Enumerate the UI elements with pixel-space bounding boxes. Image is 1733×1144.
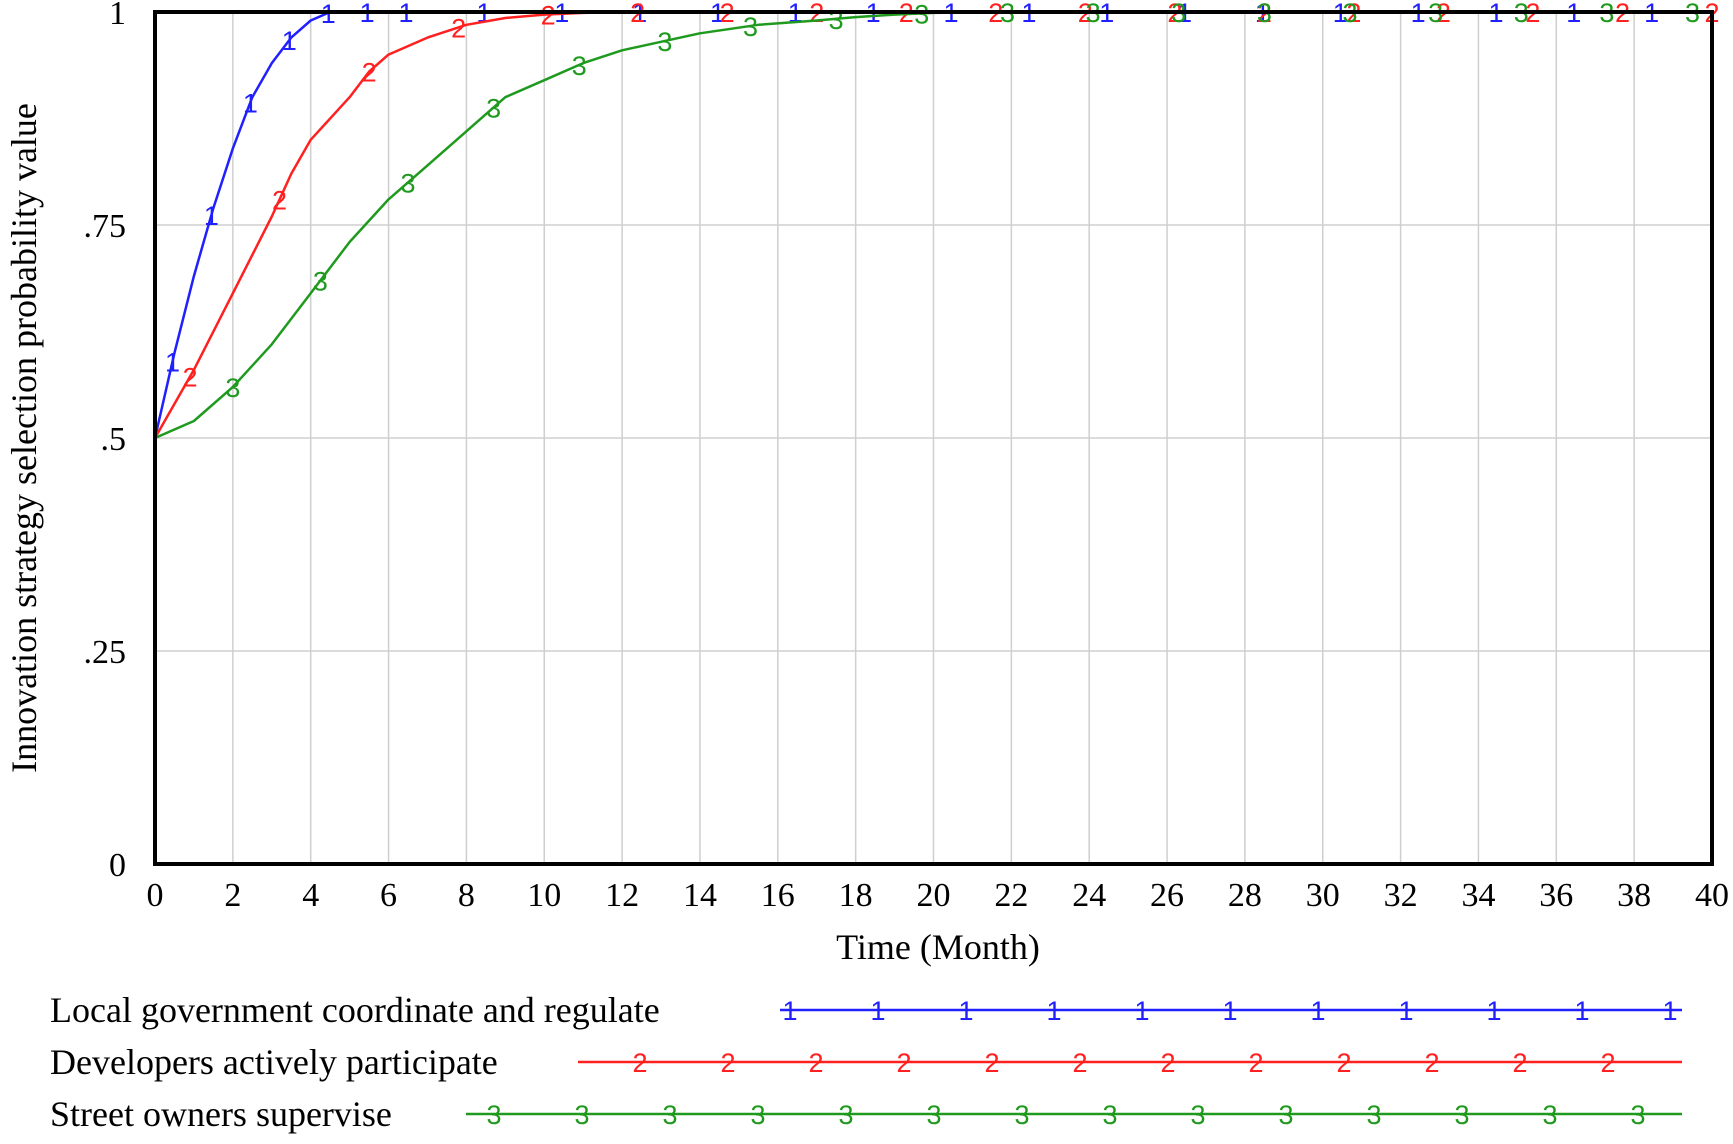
legend-swatch-marker: 1 xyxy=(1398,996,1413,1026)
legend-label: Street owners supervise xyxy=(50,1094,392,1134)
legend-swatch-marker: 2 xyxy=(808,1048,823,1078)
series-2-point-marker: 2 xyxy=(183,363,198,393)
series-1-point-marker: 1 xyxy=(204,201,219,231)
legend-swatch-marker: 1 xyxy=(1046,996,1061,1026)
plot-area-frame xyxy=(153,10,1714,866)
legend-item: Developers actively participate 2 2 2 2 2 2 2 2 2… xyxy=(50,1042,1682,1082)
legend-item: Street owners supervise 3 3 3 3 3 3 3 3 3 3 3 3 3 3 xyxy=(50,1094,1682,1134)
x-tick-label: 4 xyxy=(302,877,319,914)
x-tick-label: 16 xyxy=(761,877,795,914)
x-tick-label: 34 xyxy=(1461,877,1495,914)
legend-swatch-marker: 2 xyxy=(1512,1048,1527,1078)
legend-swatch-marker: 1 xyxy=(1310,996,1325,1026)
legend-item: Local government coordinate and regulate… xyxy=(50,990,1682,1030)
x-tick-label: 30 xyxy=(1306,877,1340,914)
tick-label-layer: 0 2 4 6 8 10 12 14 16 18 20 22 24 26 28 30 32 34 36 38 400.2… xyxy=(84,0,1730,914)
x-tick-label: 32 xyxy=(1384,877,1418,914)
y-tick-label: .75 xyxy=(84,208,127,245)
x-tick-label: 36 xyxy=(1539,877,1573,914)
y-tick-label: 0 xyxy=(109,847,126,884)
x-tick-label: 20 xyxy=(917,877,951,914)
y-tick-label: .5 xyxy=(101,421,127,458)
legend-swatch-marker: 1 xyxy=(958,996,973,1026)
series-3-point-marker: 3 xyxy=(225,373,240,403)
x-tick-label: 22 xyxy=(994,877,1028,914)
series-3-point-marker: 3 xyxy=(572,51,587,81)
legend-swatch-marker: 1 xyxy=(1574,996,1589,1026)
series-1-point-marker: 1 xyxy=(243,88,258,118)
legend-label: Developers actively participate xyxy=(50,1042,498,1082)
x-tick-label: 40 xyxy=(1695,877,1729,914)
legend-swatch-marker: 3 xyxy=(1190,1100,1205,1130)
legend-swatch-marker: 2 xyxy=(720,1048,735,1078)
legend-swatch-marker: 2 xyxy=(1072,1048,1087,1078)
legend-swatch-marker: 3 xyxy=(1454,1100,1469,1130)
legend: Local government coordinate and regulate… xyxy=(50,990,1682,1134)
legend-swatch-marker: 2 xyxy=(1424,1048,1439,1078)
legend-swatch-marker: 3 xyxy=(1630,1100,1645,1130)
x-tick-label: 24 xyxy=(1072,877,1106,914)
legend-swatch-marker: 1 xyxy=(1134,996,1149,1026)
y-tick-label: .25 xyxy=(84,634,127,671)
x-tick-label: 28 xyxy=(1228,877,1262,914)
grid-layer xyxy=(155,12,1712,864)
y-tick-label: 1 xyxy=(109,0,126,32)
legend-swatch-marker: 1 xyxy=(1222,996,1237,1026)
x-tick-label: 12 xyxy=(605,877,639,914)
series-3-point-marker: 3 xyxy=(914,0,929,29)
legend-label: Local government coordinate and regulate xyxy=(50,990,660,1030)
series-1-point-marker: 1 xyxy=(321,0,336,29)
legend-swatch-marker: 3 xyxy=(838,1100,853,1130)
x-tick-label: 0 xyxy=(147,877,164,914)
series-3-point-marker: 3 xyxy=(313,266,328,296)
legend-swatch-marker: 3 xyxy=(1278,1100,1293,1130)
series-3-point-marker: 3 xyxy=(486,93,501,123)
legend-swatch-marker: 3 xyxy=(1542,1100,1557,1130)
legend-swatch-marker: 2 xyxy=(632,1048,647,1078)
legend-swatch-marker: 3 xyxy=(662,1100,677,1130)
series-2-point-marker: 2 xyxy=(362,58,377,88)
series-2-point-marker: 2 xyxy=(541,0,556,30)
x-tick-label: 26 xyxy=(1150,877,1184,914)
legend-swatch-marker: 3 xyxy=(1366,1100,1381,1130)
x-tick-label: 8 xyxy=(458,877,475,914)
legend-swatch-marker: 3 xyxy=(574,1100,589,1130)
legend-swatch-marker: 2 xyxy=(1600,1048,1615,1078)
series-2-point-marker: 2 xyxy=(272,185,287,215)
legend-swatch-marker: 2 xyxy=(1336,1048,1351,1078)
x-tick-label: 38 xyxy=(1617,877,1651,914)
series-1-point-marker: 1 xyxy=(165,347,180,377)
x-axis-title: Time (Month) xyxy=(836,927,1040,967)
series-3-point-marker: 3 xyxy=(743,12,758,42)
legend-swatch-marker: 3 xyxy=(750,1100,765,1130)
series-2-point-marker: 2 xyxy=(451,13,466,43)
legend-swatch-marker: 2 xyxy=(896,1048,911,1078)
x-tick-label: 6 xyxy=(380,877,397,914)
legend-swatch-marker: 2 xyxy=(984,1048,999,1078)
legend-swatch-marker: 1 xyxy=(870,996,885,1026)
x-tick-label: 2 xyxy=(224,877,241,914)
legend-swatch-marker: 2 xyxy=(1160,1048,1175,1078)
legend-swatch-marker: 3 xyxy=(926,1100,941,1130)
series-3-point-marker: 3 xyxy=(400,168,415,198)
series-3-point-marker: 3 xyxy=(1000,0,1015,28)
series-1-point-marker: 1 xyxy=(282,26,297,56)
legend-swatch-marker: 1 xyxy=(1662,996,1677,1026)
series-3-point-marker: 3 xyxy=(829,5,844,35)
legend-swatch-marker: 1 xyxy=(782,996,797,1026)
legend-swatch-marker: 3 xyxy=(486,1100,501,1130)
series-3-point-marker: 3 xyxy=(657,27,672,57)
legend-swatch-marker: 3 xyxy=(1014,1100,1029,1130)
x-tick-label: 18 xyxy=(839,877,873,914)
legend-swatch-marker: 3 xyxy=(1102,1100,1117,1130)
y-axis-title: Innovation strategy selection probabilit… xyxy=(4,103,44,773)
legend-swatch-marker: 2 xyxy=(1248,1048,1263,1078)
x-tick-label: 10 xyxy=(527,877,561,914)
legend-swatch-marker: 1 xyxy=(1486,996,1501,1026)
x-tick-label: 14 xyxy=(683,877,717,914)
